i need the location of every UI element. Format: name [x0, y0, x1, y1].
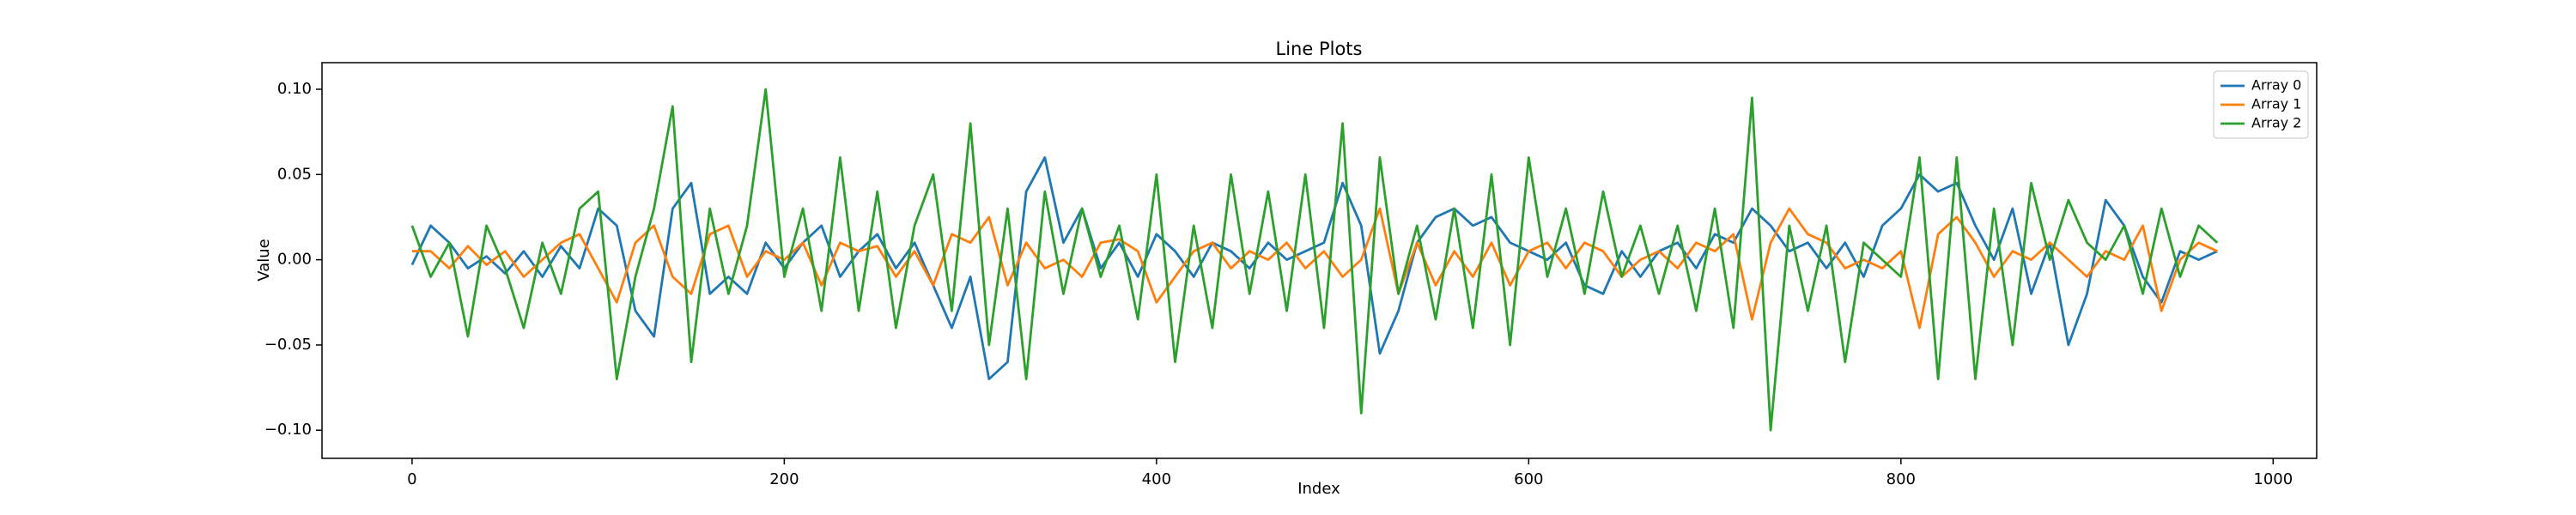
line: [410, 88, 2219, 432]
y-tick-label: 0.00: [277, 251, 312, 269]
x-tick-label: 600: [1514, 470, 1543, 488]
y-tick-label: 0.05: [277, 165, 312, 183]
y-tick-label: 0.10: [277, 80, 312, 98]
x-tick-label: 200: [769, 470, 799, 488]
y-tick-label: −0.10: [264, 421, 312, 439]
legend-label: Array 2: [2251, 115, 2301, 131]
x-axis-label: Index: [1297, 480, 1340, 498]
x-tick-label: 400: [1142, 470, 1171, 488]
x-tick-label: 1000: [2253, 470, 2293, 488]
x-tick-label: 800: [1886, 470, 1916, 488]
y-axis-label: Value: [255, 239, 273, 281]
chart-title: Line Plots: [1276, 39, 1363, 59]
legend-label: Array 1: [2251, 96, 2301, 112]
x-tick-label: 0: [407, 470, 416, 488]
plot-frame: [321, 62, 2318, 459]
y-tick-label: −0.05: [264, 336, 312, 354]
legend-label: Array 0: [2251, 77, 2301, 94]
legend-box: [2213, 70, 2309, 139]
